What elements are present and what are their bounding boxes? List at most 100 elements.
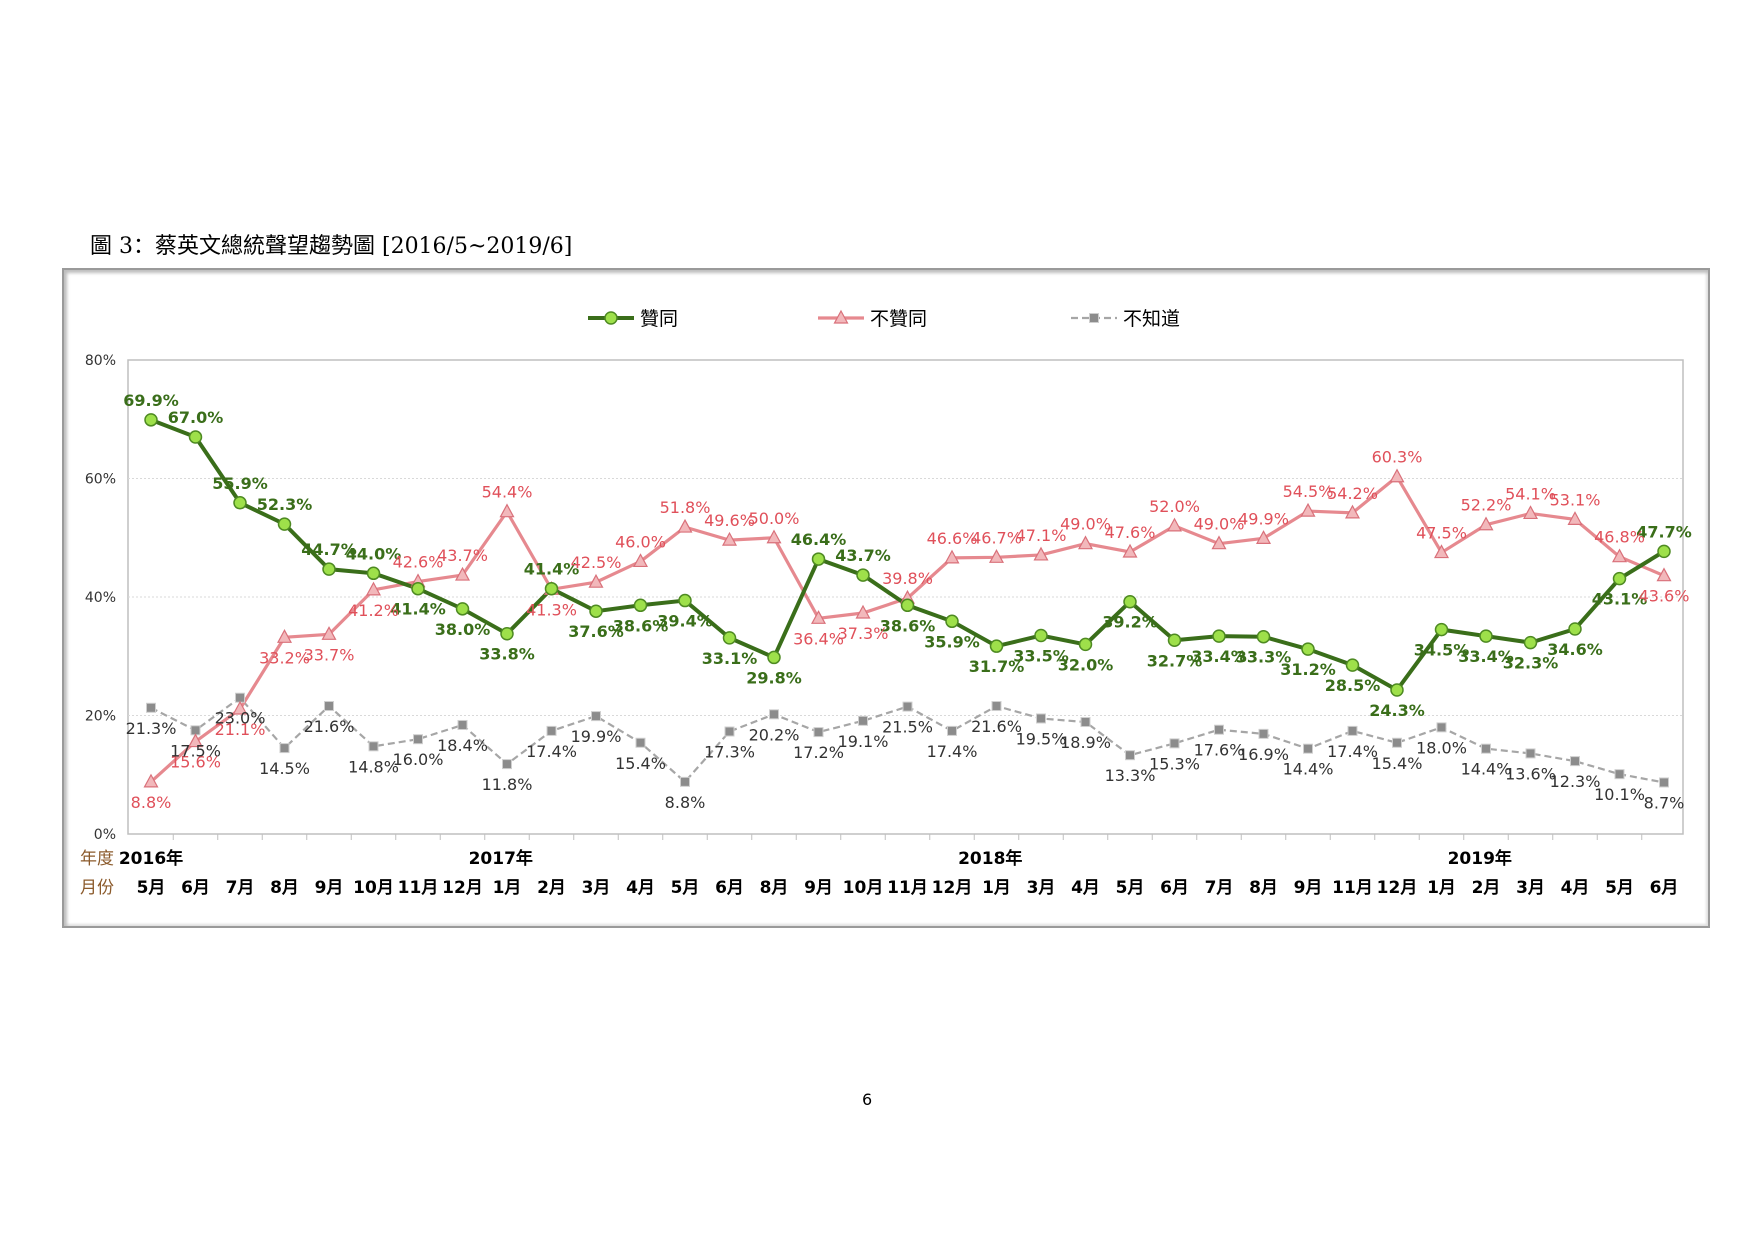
marker-disapprove [499, 503, 515, 518]
month-label: 2月 [1472, 878, 1501, 898]
data-label-disapprove: 60.3% [1372, 448, 1423, 467]
data-label-unknown: 13.3% [1105, 766, 1156, 785]
data-label-unknown: 17.5% [170, 741, 221, 760]
year-label: 2019年 [1448, 848, 1512, 869]
month-label: 9月 [804, 878, 833, 898]
data-label-disapprove: 21.1% [215, 720, 266, 739]
marker-unknown [413, 734, 423, 745]
data-label-approve: 39.2% [1102, 613, 1158, 632]
data-label-disapprove: 33.2% [259, 648, 310, 667]
marker-disapprove [276, 629, 293, 643]
marker-disapprove [944, 549, 960, 564]
data-label-disapprove: 50.0% [749, 509, 800, 528]
data-label-unknown: 20.2% [749, 725, 800, 744]
data-label-approve: 69.9% [123, 391, 179, 410]
data-label-disapprove: 37.3% [838, 624, 889, 643]
data-label-unknown: 17.2% [793, 743, 844, 762]
month-label: 1月 [982, 878, 1011, 898]
marker-unknown [1080, 717, 1091, 728]
data-label-approve: 32.7% [1147, 651, 1203, 670]
marker-approve [678, 593, 692, 608]
marker-approve [544, 581, 559, 596]
marker-disapprove [855, 604, 871, 619]
month-label: 8月 [270, 878, 299, 898]
data-label-approve: 41.4% [390, 600, 446, 619]
data-label-unknown: 19.5% [1016, 729, 1067, 748]
marker-approve [1345, 658, 1360, 672]
marker-approve [277, 517, 292, 531]
month-label: 8月 [760, 878, 789, 898]
month-label: 11月 [1332, 878, 1373, 898]
marker-disapprove [677, 518, 693, 533]
month-label: 7月 [226, 878, 255, 898]
marker-disapprove [1255, 530, 1272, 544]
marker-approve [455, 602, 470, 616]
marker-disapprove [1611, 548, 1628, 563]
marker-unknown [769, 709, 779, 720]
data-label-disapprove: 46.8% [1594, 528, 1645, 547]
marker-unknown [1614, 769, 1625, 780]
month-label: 6月 [715, 878, 744, 898]
marker-approve [1434, 622, 1449, 637]
data-label-approve: 28.5% [1325, 676, 1381, 695]
month-label: 6月 [1160, 878, 1189, 898]
figure-title: 圖 3：蔡英文總統聲望趨勢圖 [2016/5~2019/6] [90, 234, 573, 259]
data-label-disapprove: 46.6% [927, 529, 978, 548]
month-label: 8月 [1249, 878, 1278, 898]
data-label-disapprove: 49.9% [1238, 509, 1289, 528]
data-label-approve: 44.7% [301, 540, 357, 559]
y-tick-label: 80% [85, 353, 116, 369]
month-label: 5月 [137, 878, 166, 898]
marker-unknown [457, 719, 468, 730]
marker-unknown [813, 727, 824, 738]
month-label: 4月 [1561, 878, 1590, 898]
data-label-approve: 37.6% [568, 622, 624, 641]
data-label-disapprove: 42.5% [571, 553, 622, 572]
legend-label: 不贊同 [870, 308, 927, 330]
y-tick-label: 60% [85, 472, 116, 488]
data-label-disapprove: 54.1% [1505, 484, 1556, 503]
marker-disapprove [1567, 511, 1583, 525]
month-row-label: 月份 [80, 878, 114, 898]
marker-disapprove [1389, 468, 1405, 483]
legend-marker-unknown [1089, 313, 1099, 323]
marker-disapprove [1433, 544, 1450, 559]
marker-unknown [1125, 750, 1135, 761]
data-label-approve: 29.8% [746, 668, 802, 687]
marker-approve [1078, 637, 1093, 652]
marker-unknown [146, 702, 156, 713]
year-label: 2018年 [958, 848, 1022, 869]
data-label-disapprove: 41.3% [526, 600, 577, 619]
data-label-disapprove: 36.4% [793, 629, 844, 648]
data-label-approve: 24.3% [1369, 701, 1425, 720]
chart-frame [62, 268, 1710, 928]
marker-approve [1167, 633, 1182, 648]
marker-unknown [1169, 738, 1180, 749]
marker-approve [366, 566, 381, 581]
marker-unknown [324, 701, 334, 712]
data-label-approve: 52.3% [257, 495, 313, 514]
data-label-approve: 47.7% [1636, 522, 1692, 541]
data-label-unknown: 21.6% [971, 717, 1022, 736]
marker-approve [1479, 629, 1493, 643]
marker-approve [1256, 629, 1271, 644]
data-label-disapprove: 46.0% [615, 532, 666, 551]
data-label-unknown: 17.6% [1194, 741, 1245, 760]
marker-disapprove [632, 553, 649, 568]
month-label: 1月 [493, 878, 522, 898]
marker-disapprove [454, 566, 471, 581]
month-label: 9月 [1294, 878, 1323, 898]
marker-disapprove [1033, 546, 1049, 561]
month-label: 11月 [887, 878, 928, 898]
marker-disapprove [766, 529, 782, 544]
month-label: 10月 [843, 878, 884, 898]
data-label-unknown: 11.8% [482, 775, 533, 794]
data-label-unknown: 14.4% [1461, 760, 1512, 779]
data-label-approve: 31.7% [969, 657, 1025, 676]
data-label-disapprove: 54.2% [1327, 484, 1378, 503]
data-label-approve: 46.4% [791, 530, 847, 549]
data-label-disapprove: 41.2% [348, 601, 399, 620]
data-label-unknown: 17.4% [1327, 742, 1378, 761]
data-label-disapprove: 53.1% [1550, 490, 1601, 509]
marker-disapprove [1211, 535, 1227, 550]
